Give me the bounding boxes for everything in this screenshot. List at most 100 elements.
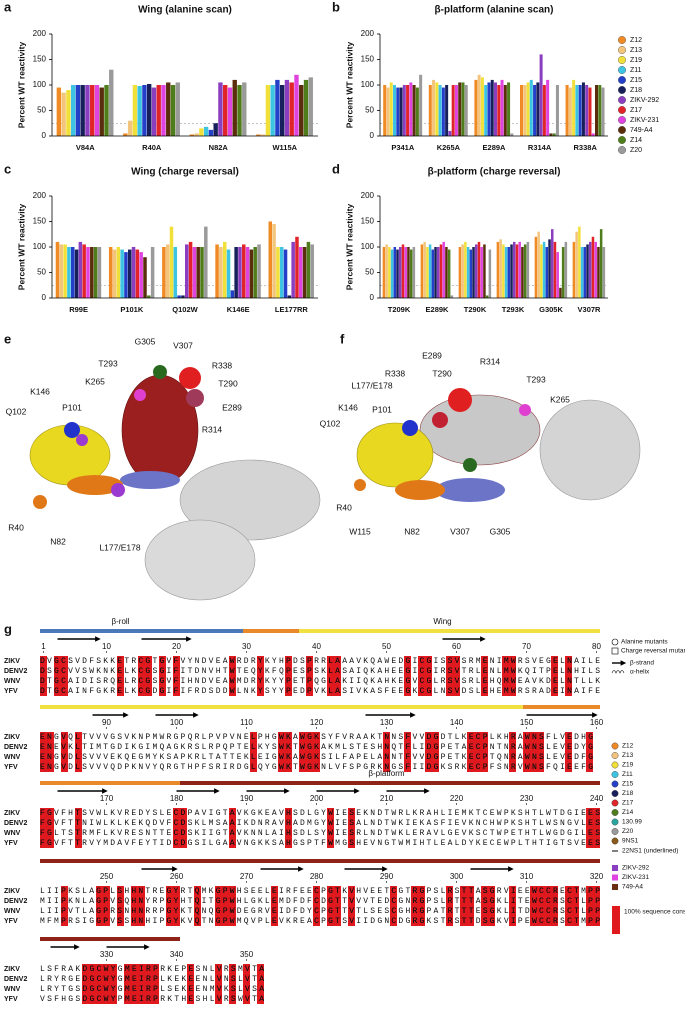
residue-number: 50 bbox=[382, 642, 391, 651]
bar bbox=[194, 133, 199, 136]
bar bbox=[510, 133, 514, 136]
bar bbox=[503, 85, 507, 136]
species-label: ZIKV bbox=[4, 658, 20, 665]
conserved-column bbox=[138, 886, 145, 926]
conserved-column bbox=[306, 732, 313, 772]
bar bbox=[181, 295, 185, 298]
y-tick-label: 150 bbox=[33, 217, 47, 226]
bar bbox=[59, 244, 64, 298]
conserved-column bbox=[481, 732, 488, 772]
legend-swatch bbox=[618, 145, 627, 154]
bar bbox=[450, 295, 454, 298]
legend-swatch bbox=[618, 46, 627, 55]
bar bbox=[572, 241, 576, 298]
bar bbox=[234, 247, 238, 298]
legend-swatch bbox=[618, 105, 627, 114]
legend-square bbox=[611, 647, 619, 655]
panel-label: e bbox=[4, 331, 11, 346]
bar bbox=[477, 74, 481, 136]
residue-number: 20 bbox=[172, 642, 181, 651]
residue-sphere bbox=[76, 434, 88, 446]
legend-label: Z15 bbox=[630, 77, 642, 84]
bar bbox=[275, 79, 280, 136]
legend-label: Z17 bbox=[622, 800, 634, 807]
sequence: LIIPVTLAGPRSNHNRRPGYKTQNQGPWDEGRVEIDFDYC… bbox=[40, 907, 600, 916]
bar bbox=[581, 82, 585, 136]
bar bbox=[55, 241, 60, 298]
domain-bar bbox=[523, 705, 600, 709]
bar bbox=[203, 126, 209, 136]
bar bbox=[502, 244, 505, 298]
bar bbox=[488, 249, 492, 298]
bar bbox=[588, 87, 592, 136]
bar bbox=[177, 295, 181, 298]
residue-number: 30 bbox=[242, 642, 251, 651]
conserved-column bbox=[40, 732, 47, 772]
bar bbox=[434, 247, 437, 298]
bar bbox=[279, 247, 284, 298]
conserved-column bbox=[313, 732, 320, 772]
x-tick-label: N82A bbox=[209, 143, 229, 152]
conserved-column bbox=[152, 964, 159, 1004]
legend-swatch bbox=[611, 790, 619, 797]
domain-label: β-platform bbox=[368, 769, 405, 778]
bar bbox=[386, 87, 390, 136]
residue-label: K146 bbox=[338, 402, 358, 412]
conserved-column bbox=[537, 886, 544, 926]
residue-sphere bbox=[111, 483, 125, 497]
bar bbox=[143, 257, 147, 298]
bar bbox=[533, 85, 537, 136]
bar bbox=[451, 85, 455, 136]
species-label: DENV2 bbox=[4, 898, 27, 905]
sequence: FGVFHTSVWLKVREDYSLECDPAVIGTAVKGKEAVHSDLG… bbox=[40, 809, 600, 818]
bar bbox=[196, 247, 200, 298]
residue-sphere bbox=[402, 420, 418, 436]
legend-label: Z13 bbox=[630, 47, 642, 54]
bar bbox=[189, 134, 195, 136]
species-label: WNV bbox=[4, 830, 21, 837]
species-label: ZIKV bbox=[4, 888, 20, 895]
bar bbox=[383, 85, 387, 136]
x-tick-label: E289A bbox=[483, 143, 507, 152]
x-tick-label: W115A bbox=[272, 143, 297, 152]
conserved-column bbox=[327, 886, 334, 926]
species-label: YFV bbox=[4, 918, 18, 925]
bar bbox=[540, 244, 543, 298]
bar bbox=[222, 241, 227, 298]
species-label: WNV bbox=[4, 986, 21, 993]
sequence-conserved: ENGVDLSVVVEKQEGMYKSAPKRLTATTEKLEIGWKAWGK… bbox=[40, 753, 593, 762]
bar bbox=[409, 82, 413, 136]
bar bbox=[537, 231, 540, 298]
legend-label: ZIKV-231 bbox=[622, 874, 649, 881]
bar bbox=[439, 244, 443, 298]
x-tick-label: R99E bbox=[69, 305, 88, 314]
x-tick-label: K265A bbox=[437, 143, 461, 152]
x-tick-label: V84A bbox=[76, 143, 95, 152]
residue-label: G305 bbox=[490, 526, 511, 536]
species-label: WNV bbox=[4, 678, 21, 685]
residue-number: 320 bbox=[590, 872, 604, 881]
bar bbox=[162, 247, 166, 298]
bar bbox=[204, 226, 208, 298]
bar bbox=[523, 85, 527, 136]
sequence: ENGVDLSVVVQDPKNVYQRGTHPFSRIRDGLQYGWKTWGK… bbox=[40, 763, 593, 772]
domain-bar bbox=[40, 781, 180, 785]
bar bbox=[549, 133, 553, 136]
residue-number: 40 bbox=[312, 642, 321, 651]
x-tick-label: V307R bbox=[578, 305, 602, 314]
bar bbox=[464, 241, 467, 298]
bar bbox=[458, 247, 462, 298]
bar bbox=[396, 249, 399, 298]
bar bbox=[390, 249, 394, 298]
residue-number: 1 bbox=[41, 642, 46, 651]
conserved-column bbox=[586, 886, 593, 926]
residue-number: 10 bbox=[102, 642, 111, 651]
conserved-column bbox=[117, 656, 124, 696]
conserved-column bbox=[404, 732, 411, 772]
bar bbox=[283, 249, 288, 298]
bar bbox=[175, 82, 180, 136]
residue-label: R40 bbox=[336, 502, 352, 512]
conserved-column bbox=[306, 656, 313, 696]
legend-label: Z20 bbox=[622, 828, 634, 835]
sequence-conserved: ENGVQLTVVVGSVKNPMWRGPQRLPVPVNELPHGWKAWGK… bbox=[40, 733, 593, 742]
